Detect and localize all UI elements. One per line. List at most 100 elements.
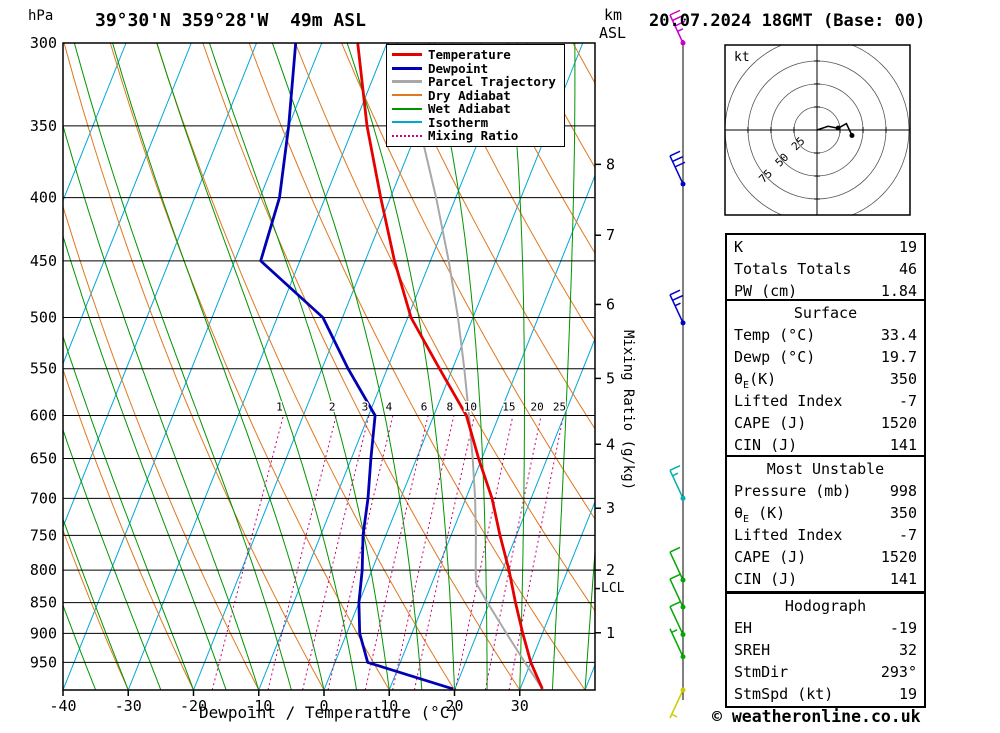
- stat-row: SREH 32: [727, 639, 924, 661]
- stat-row: K 19: [727, 236, 924, 258]
- legend-line-sample: [392, 53, 422, 57]
- hodograph-ring-label: 25: [789, 135, 808, 154]
- stat-label: StmSpd (kt): [734, 685, 834, 703]
- stat-value: 19: [898, 238, 917, 256]
- surface-panel: Surface Temp (°C) 33.4 Dewp (°C) 19.7 θE…: [725, 299, 926, 459]
- stat-row: θE (K) 350: [727, 502, 924, 525]
- stat-label: K: [734, 238, 744, 256]
- mixing-ratio-label: 2: [329, 400, 336, 413]
- km-tick-label: 8: [606, 155, 615, 173]
- stat-value: 33.4: [880, 326, 917, 344]
- legend-item: Parcel Trajectory: [392, 74, 556, 90]
- legend-item-label: Isotherm: [428, 114, 489, 130]
- temp-tick-label: -30: [115, 697, 142, 715]
- stat-label: Lifted Index: [734, 526, 843, 544]
- wind-barb: [669, 9, 686, 46]
- stat-label: Temp (°C): [734, 326, 816, 344]
- stat-value: 998: [889, 482, 917, 500]
- wind-barb: [669, 687, 686, 719]
- copyright: © weatheronline.co.uk: [712, 707, 921, 726]
- legend-line-sample: [392, 134, 422, 137]
- parcel-trajectory-line: [395, 43, 544, 690]
- stat-row: Dewp (°C) 19.7: [727, 346, 924, 368]
- lcl-label: LCL: [601, 581, 625, 596]
- legend-item-label: Dry Adiabat: [428, 87, 511, 103]
- temperature-line: [356, 43, 544, 690]
- asl-axis-label: ASL: [599, 24, 627, 42]
- pressure-tick-label: 450: [30, 252, 57, 270]
- wind-barb: [669, 289, 686, 326]
- stat-row: θE(K) 350: [727, 368, 924, 391]
- stat-row: Pressure (mb) 998: [727, 480, 924, 502]
- legend-item-label: Mixing Ratio: [428, 128, 519, 144]
- pressure-tick-label: 350: [30, 117, 57, 135]
- pressure-tick-label: 400: [30, 189, 57, 207]
- dewpoint-line: [259, 43, 454, 690]
- mixing-ratio-label: 1: [276, 400, 283, 413]
- legend-line-sample: [392, 66, 422, 70]
- km-tick-label: 3: [606, 499, 615, 517]
- mixing-ratio-label: 3: [362, 400, 369, 413]
- legend-item: Temperature: [392, 47, 556, 62]
- indices-panel: K 19 Totals Totals 46 PW (cm) 1.84: [725, 233, 926, 305]
- pressure-tick-label: 300: [30, 34, 57, 52]
- km-axis-label: km: [604, 6, 623, 24]
- legend-line-sample: [392, 107, 422, 110]
- mixing-ratio-axis-title: Mixing Ratio (g/kg): [620, 330, 636, 491]
- pressure-tick-label: 650: [30, 450, 57, 468]
- stat-row: PW (cm) 1.84: [727, 280, 924, 302]
- km-tick-label: 7: [606, 226, 615, 244]
- legend-line-sample: [392, 80, 422, 84]
- stat-label: Lifted Index: [734, 392, 843, 410]
- stat-value: 141: [889, 436, 917, 454]
- stat-row: Totals Totals 46: [727, 258, 924, 280]
- pressure-tick-label: 550: [30, 360, 57, 378]
- stat-label: Totals Totals: [734, 260, 852, 278]
- stat-label: PW (cm): [734, 282, 798, 300]
- wind-barb: [669, 573, 686, 610]
- hodograph-border: [724, 44, 911, 216]
- stat-value: 350: [889, 504, 917, 522]
- stat-value: 141: [889, 570, 917, 588]
- wind-barb: [669, 546, 686, 583]
- stat-value: 1.84: [880, 282, 917, 300]
- stat-row: StmSpd (kt) 19: [727, 683, 924, 705]
- stat-label: Pressure (mb): [734, 482, 852, 500]
- temp-tick-label: 10: [380, 697, 398, 715]
- pressure-tick-label: 500: [30, 309, 57, 327]
- km-tick-label: 1: [606, 624, 615, 642]
- km-tick-label: 4: [606, 435, 615, 453]
- pressure-tick-label: 850: [30, 594, 57, 612]
- legend-item: Dewpoint: [392, 60, 556, 76]
- pressure-tick-label: 750: [30, 526, 57, 544]
- plot-border: [62, 42, 596, 691]
- wind-barb: [669, 150, 686, 187]
- legend-item-label: Dewpoint: [428, 60, 489, 76]
- legend-item-label: Wet Adiabat: [428, 101, 511, 117]
- panel-title: Surface: [793, 304, 858, 322]
- stat-value: 293°: [880, 663, 917, 681]
- wind-barb-column: [669, 9, 686, 719]
- km-tick-label: 6: [606, 295, 615, 313]
- stat-row: Lifted Index -7: [727, 390, 924, 412]
- stat-value: 350: [889, 370, 917, 388]
- stat-row: CAPE (J) 1520: [727, 412, 924, 434]
- stat-value: 19: [898, 685, 917, 703]
- stat-row: EH -19: [727, 617, 924, 639]
- wind-barb: [669, 601, 686, 638]
- stat-value: 1520: [880, 548, 917, 566]
- stat-row: Temp (°C) 33.4: [727, 324, 924, 346]
- km-tick-label: 5: [606, 369, 615, 387]
- stat-label: EH: [734, 619, 753, 637]
- legend-item-label: Parcel Trajectory: [428, 74, 556, 90]
- legend-item: Dry Adiabat: [392, 87, 556, 103]
- mixing-ratio-label: 8: [447, 400, 454, 413]
- station-title: 39°30'N 359°28'W 49m ASL: [95, 10, 366, 31]
- mixing-ratio-label: 15: [502, 400, 515, 413]
- pressure-tick-label: 950: [30, 653, 57, 671]
- temp-tick-label: 20: [445, 697, 463, 715]
- mixing-ratio-label: 25: [553, 400, 566, 413]
- legend-item: Isotherm: [392, 114, 556, 130]
